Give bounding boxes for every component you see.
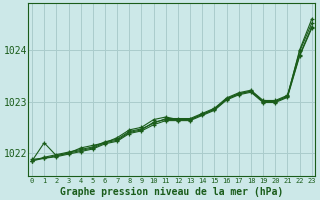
X-axis label: Graphe pression niveau de la mer (hPa): Graphe pression niveau de la mer (hPa) [60, 186, 284, 197]
